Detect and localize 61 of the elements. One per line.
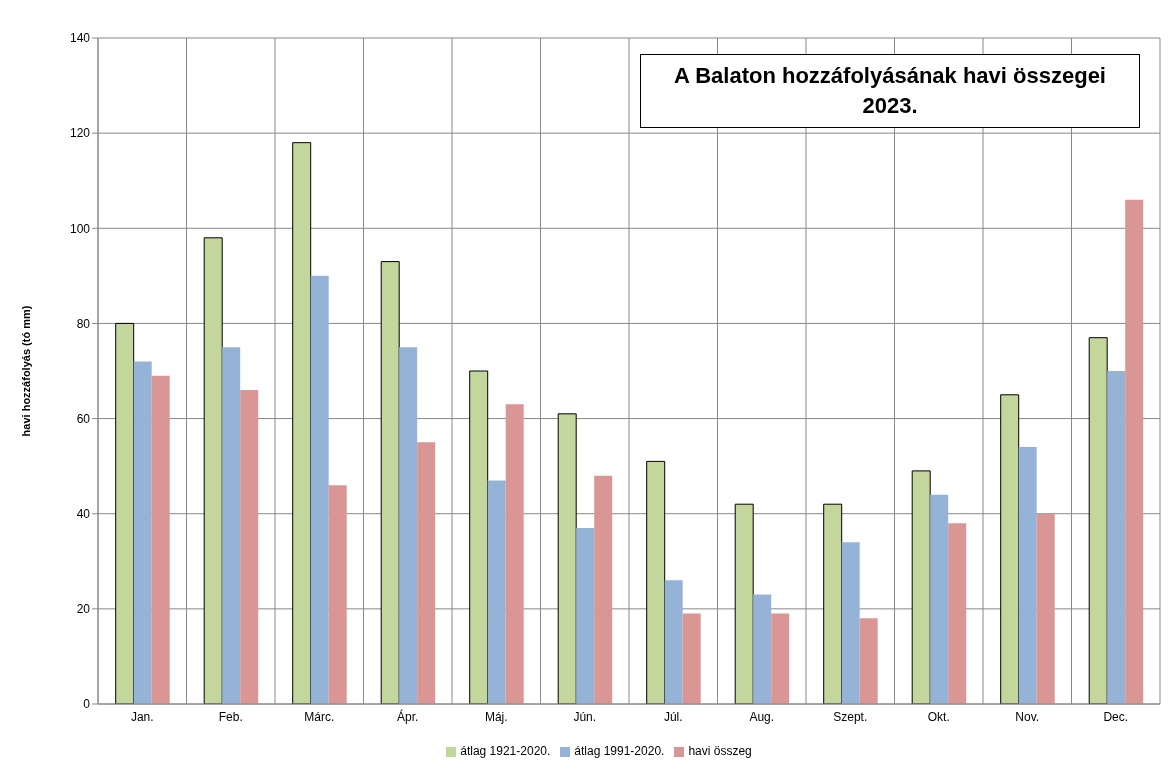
bar — [487, 480, 506, 704]
legend-label: havi összeg — [688, 744, 752, 758]
bar — [222, 347, 241, 704]
x-tick-label: Szept. — [833, 709, 868, 724]
bar — [930, 494, 949, 704]
bar — [151, 375, 170, 704]
y-tick-label: 120 — [69, 126, 91, 141]
bar — [771, 613, 790, 704]
bar — [841, 542, 860, 704]
bar — [664, 580, 683, 704]
bar — [753, 594, 772, 704]
y-tick-label: 80 — [76, 316, 91, 331]
bar — [310, 275, 329, 704]
bar — [1125, 199, 1144, 704]
y-tick-label: 0 — [83, 697, 91, 712]
y-axis-title: havi hozzáfolyás (tó mm) — [19, 305, 32, 437]
y-tick-label: 100 — [69, 221, 91, 236]
bar — [115, 322, 135, 704]
bar — [682, 613, 701, 704]
bar — [1000, 394, 1020, 704]
x-tick-label: Jún. — [573, 709, 597, 724]
bar — [240, 390, 259, 704]
y-tick-label: 60 — [76, 411, 91, 426]
bar — [1018, 447, 1037, 704]
x-tick-label: Aug. — [749, 709, 775, 724]
bar — [399, 347, 418, 704]
bar — [734, 503, 754, 704]
bar — [594, 475, 613, 704]
x-tick-label: Ápr. — [397, 708, 419, 724]
x-tick-label: Nov. — [1015, 709, 1040, 724]
text: A Balaton hozzáfolyásának havi összegei 2023. — [640, 54, 1140, 128]
x-tick-label: Feb. — [218, 709, 243, 724]
bar — [859, 618, 878, 704]
y-tick-label: 140 — [69, 31, 91, 46]
bar — [1036, 513, 1055, 704]
bar — [948, 523, 967, 704]
bar — [576, 527, 595, 704]
bar — [328, 485, 347, 704]
bar — [557, 413, 577, 704]
y-tick-label: 20 — [76, 602, 91, 617]
bar — [1088, 337, 1108, 704]
bar — [911, 470, 931, 704]
x-tick-label: Okt. — [927, 709, 950, 724]
y-tick-label: 40 — [76, 506, 91, 521]
bar — [1107, 371, 1126, 704]
x-tick-label: Dec. — [1103, 709, 1129, 724]
legend-label: átlag 1921-2020. — [460, 744, 551, 758]
bar — [505, 404, 524, 704]
bar — [417, 442, 436, 704]
x-tick-label: Jan. — [130, 709, 154, 724]
bar — [646, 460, 666, 704]
bar — [380, 261, 400, 704]
x-tick-label: Máj. — [484, 709, 508, 724]
bar — [133, 361, 152, 704]
bar — [469, 370, 489, 704]
bar — [823, 503, 843, 704]
x-tick-label: Márc. — [304, 709, 335, 724]
legend-label: átlag 1991-2020. — [574, 744, 665, 758]
x-tick-label: Júl. — [663, 709, 683, 724]
bar — [203, 237, 223, 704]
bar — [292, 142, 312, 704]
